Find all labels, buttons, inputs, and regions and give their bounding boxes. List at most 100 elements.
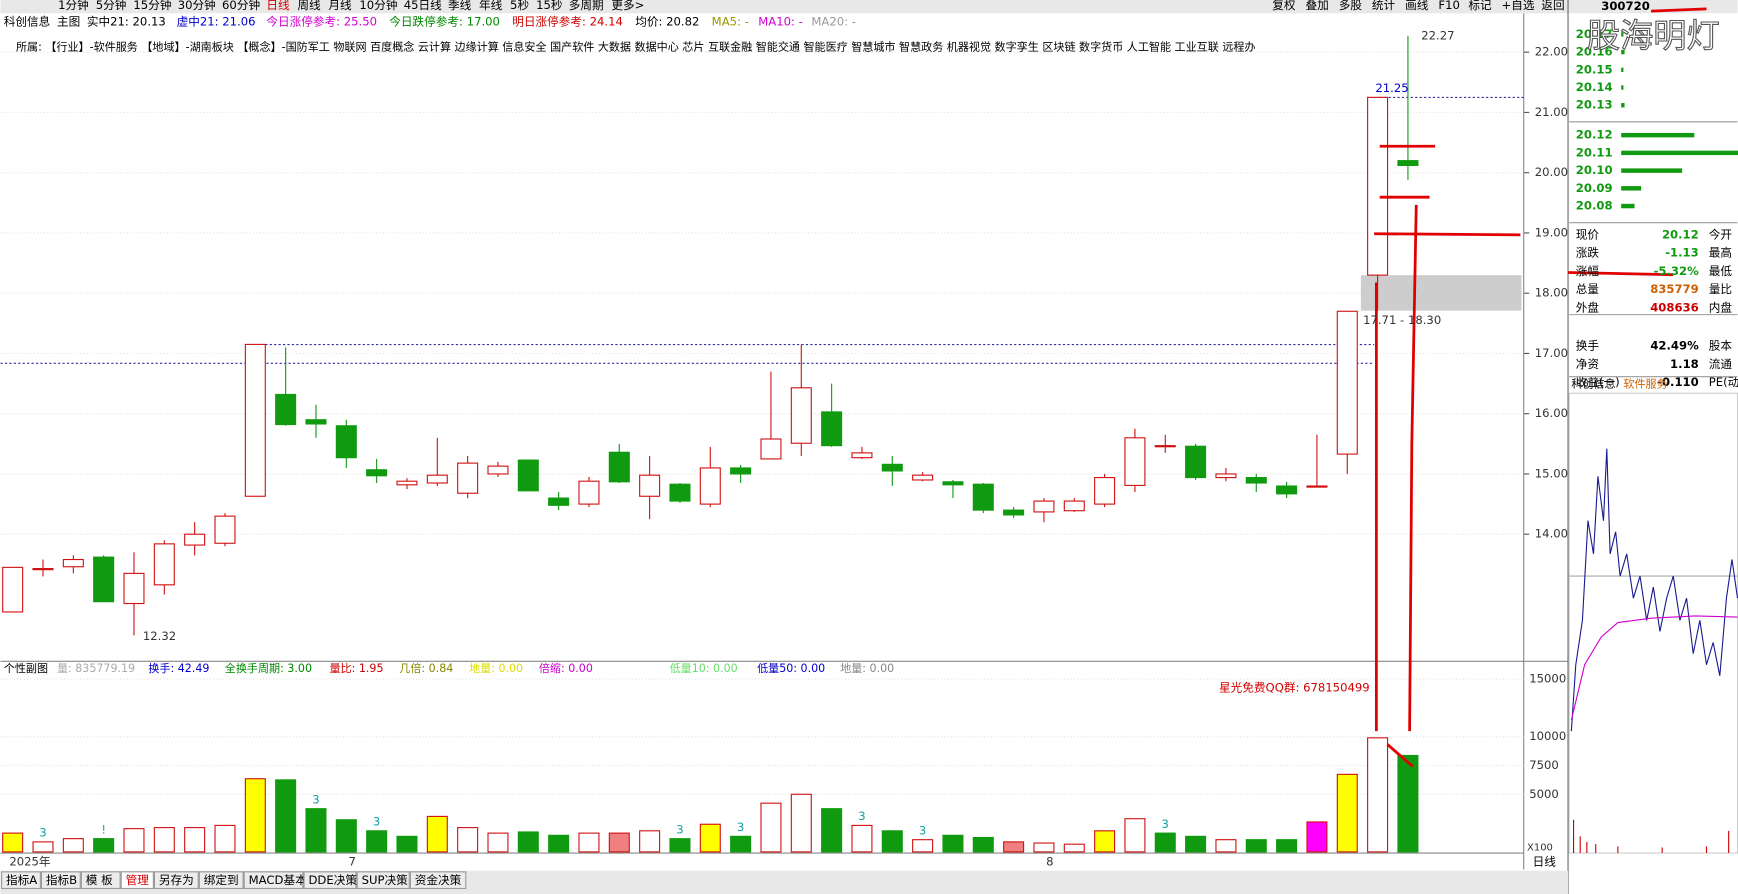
period-button[interactable]: 15分钟 [133,0,171,12]
volume-header-item: 量: 835779.19 [57,662,135,675]
tab[interactable] [1,871,41,890]
volume-marker: 3 [39,826,46,840]
drawn-line [1651,7,1707,13]
volume-header-item: 换手: 42.49 [148,661,209,675]
quote-right-label: 流通 [1709,357,1733,371]
period-button[interactable]: 月线 [328,0,352,12]
tool-button[interactable]: +自选 [1502,0,1535,12]
volume-bar [1063,843,1085,853]
date-label: 2025年 [9,854,51,868]
quote-value: -5.32% [1654,264,1700,278]
volume-bar [1033,842,1055,853]
tool-button[interactable]: F10 [1438,0,1459,12]
period-button[interactable]: 日线 [266,0,290,12]
tab[interactable] [198,871,244,890]
tab-label[interactable]: 另存为 [159,873,194,887]
volume-header-item: 低量50: 0.00 [757,662,825,675]
tab[interactable] [80,871,121,890]
period-button[interactable]: 10分钟 [359,0,397,12]
tool-button[interactable]: 复权 [1272,0,1296,12]
tab[interactable] [243,871,304,890]
volume-bar [1397,754,1419,853]
price-tick-label: 18.00 [1535,286,1568,300]
info-item: MA20: - [811,15,856,29]
tab-label[interactable]: 资金决策 [415,873,462,887]
volume-marker: ! [101,822,106,836]
tab-label[interactable]: 指标B [46,873,77,887]
period-button[interactable]: 60分钟 [222,0,260,12]
tab[interactable] [409,871,467,890]
tool-button[interactable]: 标记 [1468,0,1492,12]
tab[interactable] [356,871,410,890]
quote-label: 涨跌 [1576,246,1600,260]
price-tick-label: 20.00 [1535,165,1568,179]
ask-price: 20.13 [1576,98,1613,112]
tool-button[interactable]: 画线 [1405,0,1429,12]
info-tab[interactable]: 软件服务 [1623,376,1667,390]
period-button[interactable]: 1分钟 [58,0,89,12]
info-item: MA5: - [712,15,749,29]
tool-button[interactable]: 叠加 [1305,0,1328,12]
candle-body [305,419,327,425]
period-button[interactable]: 5秒 [510,0,529,12]
info-item: 实中21: 20.13 [87,15,166,29]
ask-price: 20.17 [1576,27,1613,41]
ask-size [1621,85,1624,90]
tool-button[interactable]: 统计 [1372,0,1396,12]
tab-label[interactable]: 管理 [126,873,150,887]
volume-tick-label: 10000 [1529,729,1566,743]
ask-price: 20.16 [1576,45,1613,59]
tab-label[interactable]: 绑定到 [204,873,239,887]
tab[interactable] [153,871,199,890]
candle-body [1397,160,1419,167]
candle-body [335,425,357,459]
tab-label[interactable]: SUP决策 [362,873,409,887]
period-button[interactable]: 周线 [297,0,321,12]
tab[interactable] [120,871,154,890]
period-button[interactable]: 5分钟 [96,0,127,12]
tool-button[interactable]: 返回 [1541,0,1564,12]
period-button[interactable]: 30分钟 [178,0,216,12]
date-label: 8 [1046,854,1053,868]
info-item: 科创信息 [4,15,51,29]
tab[interactable] [303,871,357,890]
period-button[interactable]: 季线 [448,0,472,12]
tab-label[interactable]: 指标A [6,873,37,887]
quote-label: 涨幅 [1576,264,1600,278]
period-button[interactable]: 15秒 [536,0,563,12]
volume-bar [487,832,509,853]
quote-label: 净资 [1576,357,1600,371]
period-button[interactable]: 更多> [611,0,644,12]
tab[interactable] [40,871,81,890]
candle-body [487,465,509,475]
volume-tick-label: 7500 [1529,758,1559,772]
volume-bar [366,830,388,853]
info-item: 今日涨停参考: 25.50 [266,15,377,29]
candle-body [851,452,873,459]
period-button[interactable]: 年线 [479,0,503,12]
candle-body [1185,445,1207,479]
quote-right-label: 最低 [1709,264,1733,278]
quote-value: -1.13 [1665,246,1699,260]
volume-bar [214,824,236,853]
candle-body [184,533,206,546]
candle-body [1367,96,1389,276]
period-button[interactable]: 多周期 [569,0,604,12]
info-item: 虚中21: 21.06 [177,15,256,29]
quote-right-label: 今开 [1709,227,1733,241]
volume-bar [1154,832,1176,853]
volume-header-item: 地量: 0.00 [469,662,523,675]
info-tab[interactable]: 科创信息 [1571,376,1615,390]
tool-button[interactable]: 多股 [1339,0,1363,12]
tab-label[interactable]: DDE决策 [308,873,357,887]
tab-label[interactable]: MACD基本 [249,873,307,887]
candle-body [972,483,994,511]
period-button[interactable]: 45日线 [404,0,442,12]
tab-label[interactable]: 模 板 [86,873,113,887]
candle-body [639,474,661,497]
candle-body [214,515,236,544]
bid-price: 20.08 [1576,199,1613,213]
candle-body [1063,500,1085,512]
candle-body [548,497,570,506]
candle-body [912,474,934,481]
